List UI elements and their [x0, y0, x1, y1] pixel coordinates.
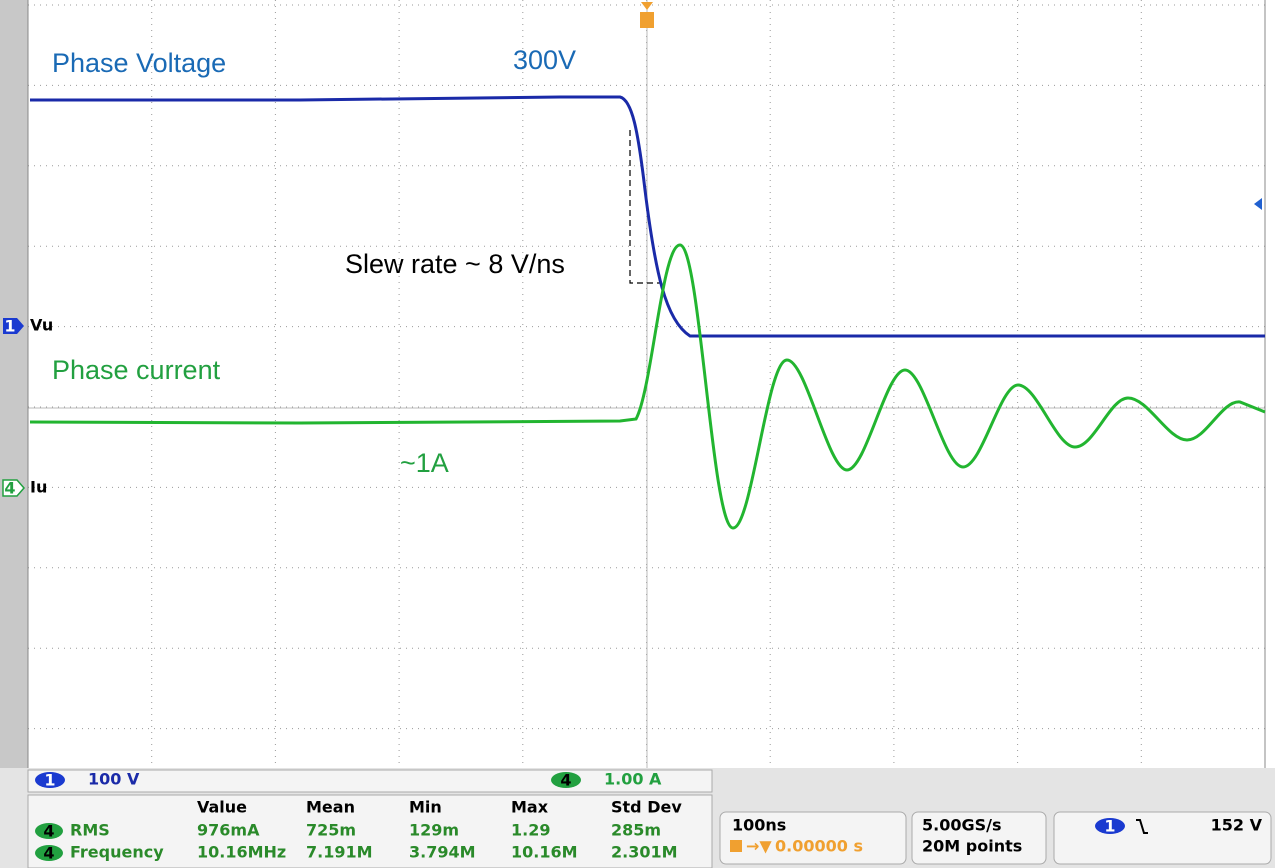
channel-number: 1	[44, 771, 55, 790]
channel-number: 4	[4, 479, 15, 498]
trigger-position-arrow	[641, 2, 653, 10]
trigger-icon	[730, 840, 742, 852]
channel-scale: 1.00 A	[604, 770, 662, 789]
falling-edge-icon	[1136, 819, 1148, 834]
channel-marker	[3, 318, 24, 334]
channel-badge	[551, 772, 581, 788]
annotation: Phase Voltage	[52, 48, 226, 78]
annotation: Phase current	[52, 355, 221, 385]
channel-scale: 100 V	[88, 770, 140, 789]
column-header: Value	[197, 798, 247, 817]
measurement-value: 976mA	[197, 821, 260, 840]
channel-label: Vu	[30, 316, 53, 335]
channel-label: Iu	[30, 478, 47, 497]
sample-rate: 5.00GS/s	[922, 816, 1002, 835]
measurement-value: 1.29	[511, 821, 550, 840]
record-length: 20M points	[922, 837, 1022, 856]
annotation: ~1A	[400, 448, 449, 478]
channel-marker	[2, 479, 25, 497]
measurement-value: 7.191M	[306, 843, 373, 862]
channel-number: 4	[43, 822, 54, 841]
graticule	[27, 0, 1266, 768]
acquisition-box	[911, 811, 1047, 865]
annotation: Slew rate ~ 8 V/ns	[345, 249, 565, 279]
measurement-value: 285m	[611, 821, 661, 840]
channel-badge	[35, 845, 63, 861]
current-trace	[29, 243, 1266, 530]
measurement-value: 725m	[306, 821, 356, 840]
measurement-value: 10.16MHz	[197, 843, 286, 862]
measurement-name: RMS	[70, 821, 110, 840]
measurement-value: 129m	[409, 821, 459, 840]
column-header: Mean	[306, 798, 355, 817]
channel-badge	[35, 823, 63, 839]
measurement-value: 10.16M	[511, 843, 578, 862]
measurement-name: Frequency	[70, 843, 164, 862]
channel-number: 4	[43, 844, 54, 863]
plot-area	[28, 0, 1275, 768]
column-header: Std Dev	[611, 798, 682, 817]
measurement-value: 3.794M	[409, 843, 476, 862]
trigger-position-marker	[640, 12, 654, 28]
annotation: 300V	[513, 45, 576, 75]
measurement-table	[27, 794, 713, 868]
measurements: Value Mean Min Max Std Dev 4 RMS 976mA 725m 129m 1…	[35, 798, 682, 863]
trigger-level: 152 V	[1211, 816, 1263, 835]
channel-number: 1	[1104, 817, 1115, 836]
trigger-level-marker	[1254, 198, 1262, 210]
timebase-position: 0.00000 s	[775, 837, 863, 856]
column-header: Min	[409, 798, 442, 817]
channel-number: 4	[560, 771, 571, 790]
left-strip	[0, 0, 28, 790]
timebase-scale: 100ns	[732, 816, 786, 835]
channel-bar	[27, 769, 713, 793]
slew-rate-bracket	[629, 130, 660, 284]
measurement-value: 2.301M	[611, 843, 678, 862]
channel-badge	[35, 772, 65, 788]
icon-arrow: →▼	[746, 837, 772, 856]
voltage-trace	[30, 95, 1265, 338]
timebase-box	[719, 811, 907, 865]
channel-badge	[1095, 818, 1125, 834]
column-header: Max	[511, 798, 549, 817]
channel-number: 1	[4, 317, 15, 336]
